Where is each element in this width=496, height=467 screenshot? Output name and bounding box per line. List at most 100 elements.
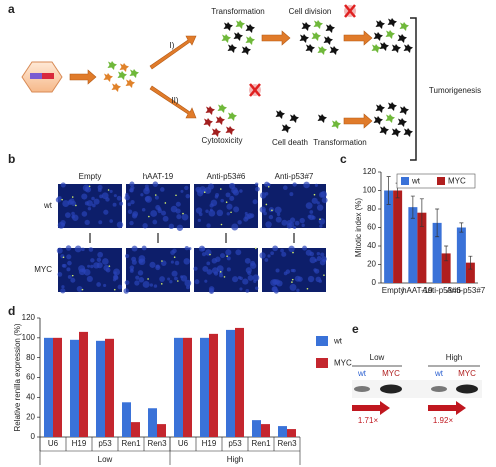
nucleus: [168, 223, 175, 230]
cell: [227, 112, 237, 121]
cell: [325, 24, 335, 33]
error-bar: [386, 176, 391, 205]
nucleus: [176, 224, 184, 231]
x-tick-label: Ren1: [121, 439, 141, 448]
nucleus: [267, 254, 271, 258]
legend-box: [396, 173, 476, 189]
nucleus: [204, 279, 208, 283]
nucleus: [169, 280, 173, 284]
chart: 0 20 40 60 80 100 120 Mitotic index (%) EmptyhAA…: [354, 167, 486, 295]
bar: [278, 426, 287, 437]
cell: [387, 18, 397, 27]
signal: [154, 194, 157, 196]
arrow: [149, 35, 197, 70]
cell: [373, 32, 383, 41]
nucleus: [116, 195, 122, 201]
nucleus: [123, 288, 129, 294]
nucleus: [229, 195, 235, 201]
signal: [175, 194, 177, 197]
nucleus: [125, 193, 129, 197]
y-tick-label: 120: [363, 167, 377, 176]
bracket: [410, 17, 417, 161]
legend-label: MYC: [448, 177, 466, 186]
step-label: Cell death: [272, 138, 308, 147]
nucleus: [142, 223, 148, 229]
cell: [397, 34, 407, 43]
signal: [81, 288, 84, 291]
nucleus: [152, 181, 159, 187]
nucleus: [268, 207, 274, 213]
vector-part: [42, 73, 54, 79]
arrow: [428, 401, 466, 415]
bar: [393, 190, 403, 283]
y-tick-label: 60: [26, 373, 35, 382]
nucleus: [239, 189, 243, 193]
lane-label: MYC: [458, 369, 476, 378]
bar: [456, 227, 466, 283]
cell: [399, 106, 409, 115]
nucleus: [181, 213, 189, 221]
nucleus: [245, 267, 252, 274]
nucleus: [97, 188, 102, 192]
nucleus: [138, 277, 145, 283]
cell: [107, 61, 117, 70]
nucleus: [129, 188, 134, 193]
nucleus: [131, 245, 138, 252]
nucleus: [243, 216, 249, 222]
nucleus: [61, 285, 65, 289]
nucleus: [239, 287, 243, 291]
nucleus: [272, 245, 279, 252]
nucleus: [220, 198, 225, 203]
nucleus: [81, 247, 85, 252]
nucleus: [97, 251, 104, 258]
x-tick-label: p53: [228, 439, 242, 448]
nucleus: [174, 276, 178, 281]
signal: [160, 283, 163, 285]
band: [380, 384, 402, 394]
nucleus: [302, 245, 308, 251]
group-label: Low: [98, 455, 113, 464]
y-tick-label: 40: [367, 241, 376, 250]
nucleus: [254, 286, 259, 291]
lane-label: wt: [434, 369, 444, 378]
nucleus: [289, 217, 296, 223]
blocked: [249, 4, 356, 97]
cell: [311, 32, 321, 41]
nucleus: [60, 182, 66, 188]
signal: [108, 265, 111, 267]
nucleus: [87, 206, 92, 211]
nucleus: [161, 260, 167, 266]
signal: [177, 280, 179, 282]
nucleus: [266, 182, 271, 187]
nucleus: [283, 271, 288, 276]
x-tick-label: Ren3: [147, 439, 167, 448]
nucleus: [55, 197, 62, 203]
nucleus: [316, 204, 324, 211]
cell: [215, 116, 225, 125]
signal: [148, 215, 150, 218]
nucleus: [233, 206, 240, 213]
nucleus: [62, 200, 70, 207]
nucleus: [131, 259, 137, 265]
blot: Low High wt MYC wt MYC 1.71× 1.92×: [352, 353, 482, 425]
bar: [148, 408, 157, 437]
signal: [226, 255, 228, 258]
nucleus: [96, 257, 102, 263]
cell: [313, 20, 323, 29]
error-bar: [468, 255, 473, 270]
nucleus: [76, 285, 83, 292]
row-label: MYC: [34, 265, 52, 274]
nucleus: [93, 198, 100, 205]
signal: [319, 218, 321, 221]
lane-label: MYC: [382, 369, 400, 378]
nucleus: [226, 256, 231, 261]
nucleus: [140, 193, 144, 197]
nucleus: [320, 252, 325, 257]
nucleus: [105, 267, 111, 273]
outcome-label: Tumorigenesis: [429, 86, 481, 95]
nucleus: [155, 204, 161, 210]
panel-labels: a b c d e: [8, 2, 359, 336]
path-label: I): [170, 41, 175, 50]
band: [354, 386, 370, 392]
x-tick-label: U6: [48, 439, 59, 448]
